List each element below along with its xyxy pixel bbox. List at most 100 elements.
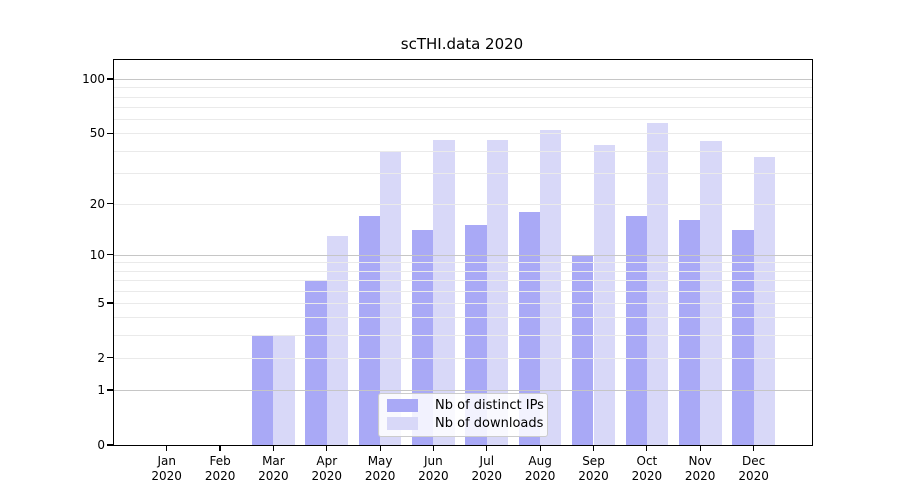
y-tick-label: 2 <box>97 350 105 365</box>
gridline-minor <box>114 107 812 108</box>
x-tick-mark <box>539 446 541 451</box>
x-tick-year: 2020 <box>311 469 343 483</box>
x-tick-month: Oct <box>636 454 658 468</box>
gridline-minor <box>114 317 812 319</box>
gridline-minor <box>114 87 812 89</box>
gridline-minor <box>114 290 812 292</box>
x-tick-year: 2020 <box>258 469 289 483</box>
x-tick-year: 2020 <box>471 469 503 483</box>
chart-title: scTHI.data 2020 <box>400 35 524 53</box>
x-tick-month: Feb <box>209 454 231 468</box>
bar-distinct-ips <box>572 254 594 445</box>
gridline-minor <box>114 262 812 264</box>
gridline-minor <box>114 270 812 272</box>
y-tick-label: 5 <box>97 295 105 310</box>
x-tick-mark <box>166 446 168 451</box>
x-tick-month: Sep <box>582 454 605 468</box>
bar-downloads <box>380 150 402 445</box>
legend: Nb of distinct IPs Nb of downloads <box>378 393 548 437</box>
gridline-major <box>114 254 812 256</box>
bar-downloads <box>700 141 722 445</box>
legend-label: Nb of distinct IPs <box>435 398 544 413</box>
bar-distinct-ips <box>305 280 327 445</box>
y-tick-label: 20 <box>89 196 105 211</box>
bar-distinct-ips <box>678 220 701 445</box>
x-tick-label: Jun 2020 <box>405 454 461 484</box>
x-tick-month: Dec <box>741 454 766 468</box>
x-tick-mark <box>326 446 328 451</box>
x-tick-year: 2020 <box>684 469 716 483</box>
bar-downloads <box>646 123 669 445</box>
legend-label: Nb of downloads <box>435 416 544 431</box>
x-tick-mark <box>432 446 435 451</box>
y-tick-mark <box>107 202 113 205</box>
x-tick-label: Sep 2020 <box>566 454 622 484</box>
y-tick-label: 1 <box>97 383 105 397</box>
y-tick-mark <box>107 302 113 304</box>
x-tick-mark <box>486 446 488 451</box>
plot-area: Nb of distinct IPs Nb of downloads 0 1 2 5 1… <box>82 59 813 483</box>
x-tick-label: Mar 2020 <box>245 454 301 484</box>
x-tick-month: May <box>367 454 393 468</box>
legend-swatch <box>387 399 418 412</box>
y-tick-mark <box>107 389 113 391</box>
gridline-major <box>114 390 812 391</box>
x-tick-month: Nov <box>688 454 712 468</box>
bar-downloads <box>593 144 615 445</box>
bar-downloads <box>433 139 455 445</box>
legend-swatch <box>387 417 418 430</box>
x-tick-mark <box>592 446 595 451</box>
y-tick-mark <box>107 132 113 134</box>
x-tick-year: 2020 <box>364 469 396 483</box>
y-tick-mark <box>107 78 113 80</box>
legend-item-downloads: Nb of downloads <box>387 417 543 430</box>
x-tick-month: Jun <box>424 454 443 468</box>
bar-distinct-ips <box>732 230 754 445</box>
x-tick-month: Mar <box>262 454 285 468</box>
bar-downloads <box>753 156 775 445</box>
x-tick-month: Jul <box>479 454 495 468</box>
x-tick-mark <box>699 446 701 451</box>
x-tick-label: Oct 2020 <box>619 454 675 484</box>
x-tick-label: Jan 2020 <box>139 454 195 484</box>
y-tick-label: 0 <box>97 438 105 452</box>
bar-distinct-ips <box>412 230 434 445</box>
x-tick-mark <box>219 446 221 451</box>
x-tick-year: 2020 <box>204 469 236 483</box>
x-tick-label: Dec 2020 <box>726 454 782 484</box>
y-tick-label: 100 <box>82 72 105 86</box>
x-tick-mark <box>379 446 381 451</box>
bar-distinct-ips <box>358 215 381 445</box>
x-tick-mark <box>272 446 275 451</box>
y-tick-mark <box>107 444 113 446</box>
x-tick-mark <box>646 446 648 451</box>
gridline-minor <box>114 302 812 304</box>
bar-distinct-ips <box>625 215 647 445</box>
x-tick-label: Nov 2020 <box>672 454 728 484</box>
x-tick-year: 2020 <box>418 469 449 483</box>
gridline-minor <box>114 172 812 174</box>
gridline-minor <box>114 150 812 152</box>
gridline-minor <box>114 203 812 205</box>
x-tick-mark <box>752 446 755 451</box>
gridline-minor <box>114 280 812 282</box>
x-tick-label: Apr 2020 <box>299 454 355 484</box>
gridline-major <box>114 79 812 80</box>
x-tick-year: 2020 <box>524 469 556 483</box>
x-tick-month: Apr <box>316 454 338 468</box>
x-tick-month: Aug <box>528 454 552 468</box>
y-tick-mark <box>107 357 113 359</box>
x-tick-label: Aug 2020 <box>512 454 568 484</box>
bar-downloads <box>486 139 509 445</box>
x-tick-year: 2020 <box>578 469 609 483</box>
x-tick-year: 2020 <box>738 469 769 483</box>
legend-item-distinct-ips: Nb of distinct IPs <box>387 399 544 412</box>
x-tick-year: 2020 <box>151 469 182 483</box>
y-tick-label: 10 <box>89 247 105 262</box>
gridline-minor <box>114 119 812 120</box>
y-tick-label: 50 <box>89 126 105 141</box>
x-tick-label: May 2020 <box>352 454 408 484</box>
gridline-minor <box>114 357 812 359</box>
bar-distinct-ips <box>518 211 541 445</box>
